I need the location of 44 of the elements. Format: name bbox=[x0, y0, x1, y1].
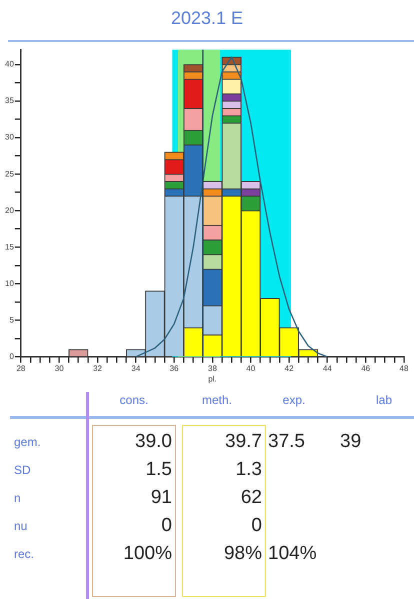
text: 37.5 bbox=[268, 430, 306, 454]
x-tick-label: 42 bbox=[284, 364, 294, 373]
y-tick-label: 15 bbox=[4, 242, 14, 252]
text: 100% bbox=[122, 542, 172, 566]
x-tick-label: 48 bbox=[400, 364, 409, 373]
x-tick-label: 32 bbox=[93, 364, 103, 373]
y-tick-label: 0 bbox=[9, 352, 14, 362]
x-axis-title: pl. bbox=[208, 374, 217, 384]
text: gem. bbox=[14, 434, 42, 451]
text: 0 bbox=[250, 514, 262, 538]
text: 62 bbox=[240, 486, 262, 510]
x-tick-label: 46 bbox=[361, 364, 371, 373]
x-tick-label: 34 bbox=[131, 364, 141, 373]
text: 1.3 bbox=[234, 458, 262, 482]
y-tick-label: 5 bbox=[9, 315, 14, 324]
text: 0 bbox=[160, 514, 172, 538]
chart-title: 2023.1 E bbox=[170, 8, 244, 29]
text: 98% bbox=[222, 542, 262, 566]
text: 91 bbox=[150, 486, 172, 510]
text: exp. bbox=[282, 392, 306, 409]
text: SD bbox=[14, 462, 32, 479]
y-tick-label: 20 bbox=[4, 206, 14, 215]
y-tick-label: 30 bbox=[4, 132, 14, 142]
x-tick-label: 30 bbox=[54, 364, 64, 373]
text: meth. bbox=[200, 392, 233, 409]
text: lab bbox=[374, 392, 393, 409]
text: 39.0 bbox=[134, 430, 172, 454]
text: nu bbox=[14, 518, 28, 535]
text: rec. bbox=[14, 546, 36, 563]
x-tick-label: 36 bbox=[170, 364, 180, 373]
text: n bbox=[14, 490, 22, 507]
x-tick-label: 40 bbox=[246, 364, 256, 373]
x-tick-label: 38 bbox=[208, 364, 218, 373]
text: 39 bbox=[340, 430, 362, 454]
text: cons. bbox=[118, 392, 150, 409]
x-tick-label: 28 bbox=[16, 364, 26, 373]
y-tick-label: 35 bbox=[4, 96, 14, 106]
x-tick-label: 44 bbox=[322, 364, 332, 373]
y-tick-label: 40 bbox=[4, 60, 14, 69]
y-tick-label: 10 bbox=[4, 278, 14, 288]
y-tick-label: 25 bbox=[4, 169, 14, 178]
text: 39.7 bbox=[224, 430, 262, 454]
text: 1.5 bbox=[144, 458, 172, 482]
text: 104% bbox=[268, 542, 318, 566]
